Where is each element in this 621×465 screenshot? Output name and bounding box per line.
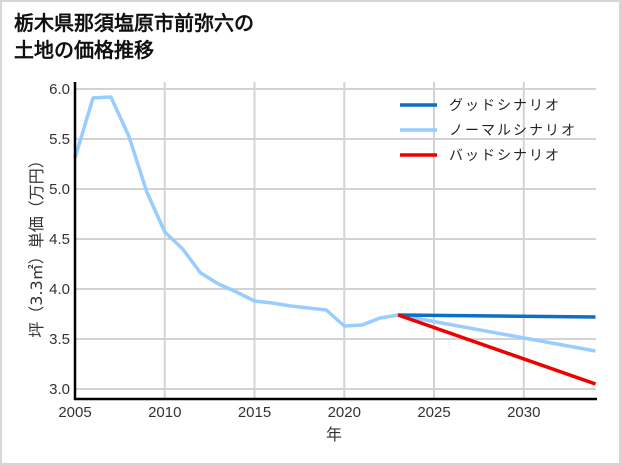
x-tick-label: 2020 bbox=[328, 404, 361, 421]
legend-label: グッドシナリオ bbox=[449, 98, 561, 114]
series-line bbox=[397, 313, 597, 386]
series-line bbox=[398, 313, 596, 319]
y-tick-label: 5.5 bbox=[49, 131, 70, 148]
y-tick-label: 4.0 bbox=[49, 281, 70, 298]
x-axis-label: 年 bbox=[326, 425, 342, 444]
y-tick-label: 6.0 bbox=[49, 81, 70, 98]
y-tick-label: 4.5 bbox=[49, 231, 70, 248]
y-tick-label: 5.0 bbox=[49, 181, 70, 198]
y-tick-label: 3.0 bbox=[49, 381, 70, 398]
title-line-1: 栃木県那須塩原市前弥六の bbox=[14, 11, 254, 35]
title-line-2: 土地の価格推移 bbox=[14, 38, 154, 62]
x-tick-label: 2010 bbox=[148, 404, 181, 421]
x-tick-label: 2015 bbox=[238, 404, 271, 421]
data-series bbox=[73, 95, 597, 386]
y-tick-label: 3.5 bbox=[49, 331, 70, 348]
x-tick-labels: 2005 2010 2015 2020 2025 2030 bbox=[58, 404, 540, 421]
legend-label: ノーマルシナリオ bbox=[449, 123, 577, 139]
y-axis-label: 坪（3.3㎡）単価（万円） bbox=[27, 152, 46, 337]
x-tick-label: 2005 bbox=[58, 404, 91, 421]
x-tick-label: 2025 bbox=[417, 404, 450, 421]
chart-title: 栃木県那須塩原市前弥六の 土地の価格推移 bbox=[14, 10, 254, 64]
series-line bbox=[73, 95, 596, 353]
legend-label: バッドシナリオ bbox=[449, 148, 561, 164]
x-tick-label: 2030 bbox=[507, 404, 540, 421]
y-tick-labels: 3.0 3.5 4.0 4.5 5.0 5.5 6.0 bbox=[49, 81, 70, 398]
